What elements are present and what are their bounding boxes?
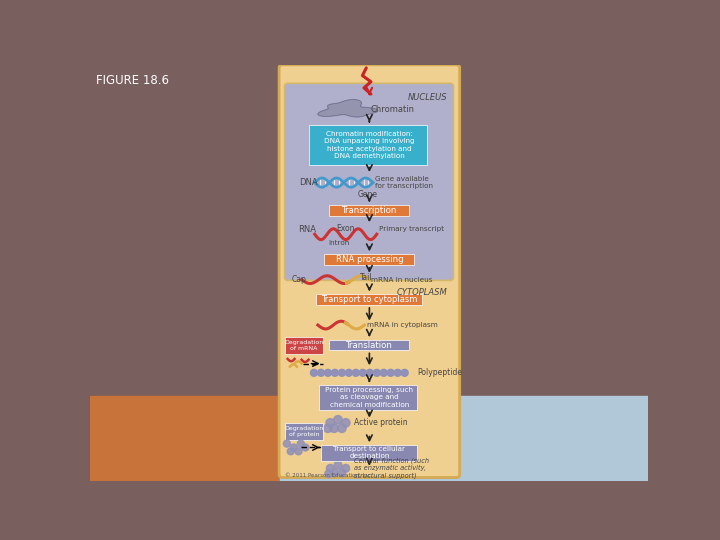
- Circle shape: [330, 424, 338, 433]
- Circle shape: [331, 369, 338, 376]
- Text: Gene available
for transcription: Gene available for transcription: [375, 176, 433, 190]
- Polygon shape: [318, 99, 378, 117]
- Text: Active protein: Active protein: [354, 418, 407, 427]
- Circle shape: [302, 444, 309, 451]
- Text: Intron: Intron: [328, 240, 349, 246]
- Bar: [321, 445, 417, 461]
- Circle shape: [338, 369, 346, 376]
- Text: Transport to cellular
destination: Transport to cellular destination: [333, 447, 405, 460]
- Circle shape: [326, 418, 335, 427]
- Text: FIGURE 18.6: FIGURE 18.6: [96, 74, 169, 87]
- Text: Gene: Gene: [358, 190, 378, 199]
- Circle shape: [342, 464, 350, 472]
- Circle shape: [359, 369, 366, 376]
- Bar: [310, 125, 427, 165]
- Text: Tail: Tail: [360, 273, 372, 282]
- Circle shape: [284, 440, 290, 447]
- Text: Protein processing, such
as cleavage and
chemical modification: Protein processing, such as cleavage and…: [325, 387, 413, 408]
- Circle shape: [295, 448, 302, 455]
- Circle shape: [380, 369, 387, 376]
- Bar: [280, 396, 648, 481]
- FancyBboxPatch shape: [279, 65, 459, 477]
- Text: DNA: DNA: [300, 178, 318, 187]
- Text: Cellular function (such
as enzymatic activity,
structural support): Cellular function (such as enzymatic act…: [354, 457, 428, 479]
- Circle shape: [352, 369, 359, 376]
- Text: Transport to cytoplasm: Transport to cytoplasm: [321, 295, 418, 304]
- Text: Translation: Translation: [346, 341, 393, 349]
- Text: Primary transcript: Primary transcript: [379, 226, 444, 233]
- Circle shape: [325, 470, 333, 477]
- Circle shape: [324, 424, 332, 433]
- Circle shape: [373, 369, 380, 376]
- Circle shape: [325, 369, 331, 376]
- Text: Chromatin: Chromatin: [371, 105, 415, 114]
- Text: Cap: Cap: [292, 275, 307, 284]
- Text: RNA processing: RNA processing: [336, 255, 403, 264]
- Circle shape: [310, 369, 318, 376]
- Circle shape: [394, 369, 401, 376]
- Circle shape: [366, 369, 373, 376]
- Text: Chromatin modification:
DNA unpacking involving
histone acetylation and
DNA deme: Chromatin modification: DNA unpacking in…: [324, 131, 415, 159]
- Circle shape: [338, 424, 346, 433]
- Circle shape: [401, 369, 408, 376]
- Text: mRNA in nucleus: mRNA in nucleus: [371, 276, 432, 282]
- Bar: [329, 340, 409, 350]
- Text: RNA: RNA: [299, 225, 317, 234]
- Bar: [320, 385, 417, 410]
- Text: CYTOPLASM: CYTOPLASM: [397, 288, 447, 297]
- Circle shape: [287, 448, 294, 455]
- Circle shape: [334, 416, 342, 424]
- Bar: [324, 254, 414, 265]
- Bar: [316, 294, 422, 305]
- Circle shape: [290, 444, 297, 451]
- Circle shape: [330, 469, 338, 477]
- Text: Degradation
of protein: Degradation of protein: [284, 426, 323, 437]
- Bar: [329, 205, 409, 215]
- Text: Transcription: Transcription: [342, 206, 397, 215]
- Bar: [285, 338, 323, 354]
- Text: mRNA in cytoplasm: mRNA in cytoplasm: [366, 322, 438, 328]
- Circle shape: [341, 418, 350, 427]
- Circle shape: [334, 461, 342, 469]
- Circle shape: [346, 369, 352, 376]
- Text: © 2011 Pearson Education, Inc.: © 2011 Pearson Education, Inc.: [285, 472, 373, 477]
- Text: Polypeptide: Polypeptide: [418, 368, 462, 377]
- FancyBboxPatch shape: [284, 83, 454, 280]
- Text: Degradation
of mRNA: Degradation of mRNA: [284, 340, 323, 351]
- Bar: [285, 423, 323, 440]
- Circle shape: [297, 440, 305, 447]
- Circle shape: [338, 469, 346, 477]
- Text: Exon: Exon: [336, 224, 355, 233]
- Circle shape: [387, 369, 394, 376]
- Bar: [90, 396, 280, 481]
- Text: NUCLEUS: NUCLEUS: [408, 92, 447, 102]
- Circle shape: [326, 464, 334, 472]
- Circle shape: [318, 369, 325, 376]
